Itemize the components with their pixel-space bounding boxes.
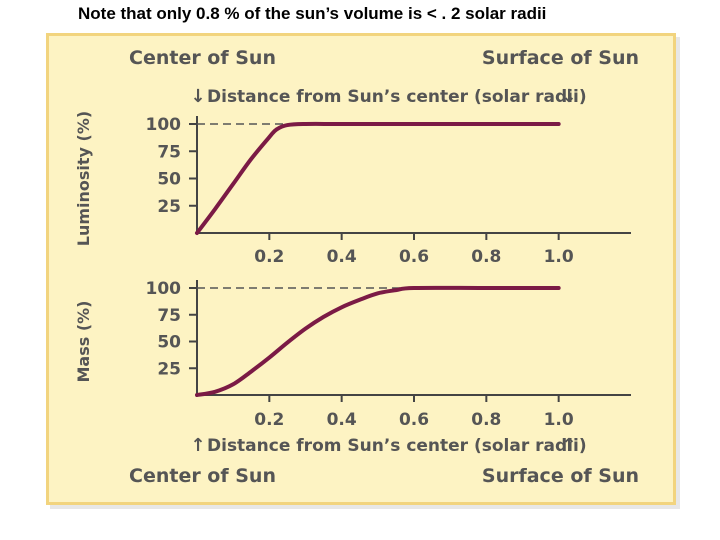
luminosity-x-tick-label-1: 0.4 (327, 247, 357, 267)
mass-plot: Mass (%) 100 75 50 25 0.2 0.4 0.6 0.8 1.0 (74, 279, 631, 430)
center-of-sun-label-bottom: Center of Sun (129, 465, 276, 487)
mass-x-tick-label-4: 1.0 (544, 410, 574, 430)
center-of-sun-label-top: Center of Sun (129, 47, 276, 69)
distance-label-bottom: Distance from Sun’s center (solar radii) (207, 436, 587, 456)
mass-y-tick-label-2: 50 (157, 333, 181, 353)
mass-x-tick-label-1: 0.4 (327, 410, 357, 430)
mass-x-tick-label-3: 0.8 (471, 410, 501, 430)
mass-y-tick-label-1: 75 (157, 306, 181, 326)
luminosity-plot: Luminosity (%) 100 75 50 25 0.2 0.4 0.6 0.8 1.0 (74, 111, 631, 267)
note-caption: Note that only 0.8 % of the sun’s volume… (78, 4, 547, 23)
mass-x-tick-label-0: 0.2 (254, 410, 284, 430)
arrow-down-right-icon: ↓ (561, 86, 576, 107)
mass-y-tick-label-3: 25 (157, 359, 181, 379)
luminosity-y-tick-label-2: 50 (157, 170, 181, 190)
surface-of-sun-label-bottom: Surface of Sun (482, 465, 639, 487)
surface-of-sun-label-top: Surface of Sun (482, 47, 639, 69)
luminosity-x-tick-label-3: 0.8 (471, 247, 501, 267)
luminosity-x-tick-label-0: 0.2 (254, 247, 284, 267)
luminosity-y-tick-label-0: 100 (146, 115, 182, 135)
luminosity-curve (195, 121, 561, 235)
mass-y-tick-label-0: 100 (146, 279, 182, 299)
luminosity-y-tick-label-1: 75 (157, 142, 181, 162)
luminosity-axis-title: Luminosity (%) (74, 111, 93, 246)
luminosity-x-tick-label-2: 0.6 (399, 247, 429, 267)
mass-axis-title: Mass (%) (74, 301, 93, 383)
distance-label-top: Distance from Sun’s center (solar radii) (207, 87, 587, 107)
sun-profile-chart: Center of Sun Surface of Sun ↓ Distance … (74, 47, 639, 487)
arrow-down-left-icon: ↓ (190, 86, 205, 107)
luminosity-x-tick-label-4: 1.0 (544, 247, 574, 267)
mass-x-tick-label-2: 0.6 (399, 410, 429, 430)
luminosity-y-tick-label-3: 25 (157, 197, 181, 217)
arrow-up-left-icon: ↑ (190, 435, 205, 456)
arrow-up-right-icon: ↑ (561, 435, 576, 456)
mass-curve (195, 285, 561, 397)
chart-panel: Center of Sun Surface of Sun ↓ Distance … (46, 33, 676, 505)
